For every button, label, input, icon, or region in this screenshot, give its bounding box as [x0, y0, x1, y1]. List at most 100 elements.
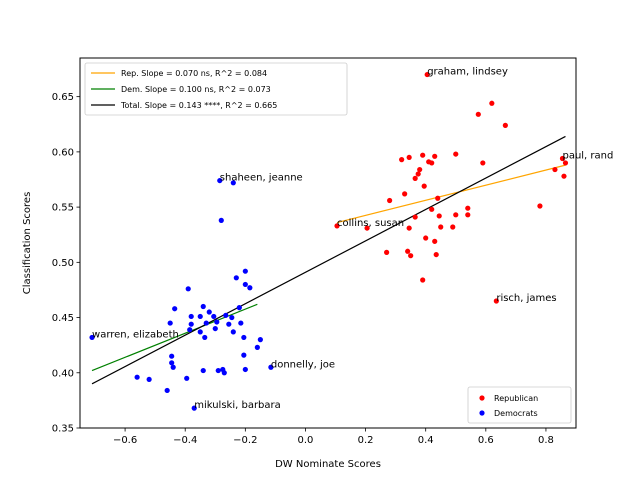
point-1-15: [223, 312, 229, 318]
point-0-39: [408, 253, 414, 259]
legend-series-swatch-1: [479, 410, 485, 416]
x-axis-ticks: −0.6 −0.4 −0.2 0.0 0.2 0.4 0.6 0.8: [113, 428, 554, 446]
annotation-7: mikulski, barbara: [194, 400, 281, 411]
point-0-25: [429, 206, 435, 212]
point-1-21: [226, 321, 232, 327]
point-1-30: [257, 337, 263, 343]
point-1-10: [206, 309, 212, 315]
point-0-8: [429, 160, 435, 166]
point-0-20: [562, 160, 569, 166]
point-1-43: [146, 376, 152, 383]
point-1-0: [217, 177, 223, 184]
annotation-3: collins, susan: [337, 218, 404, 229]
point-0-13: [415, 171, 421, 177]
point-0-34: [334, 223, 340, 229]
point-0-23: [537, 203, 543, 209]
point-1-44: [184, 375, 190, 381]
point-0-31: [450, 224, 456, 230]
fit-line-0: [336, 164, 566, 224]
x-tick-label-3: 0.0: [298, 435, 314, 446]
legend-line-label-2: Total. Slope = 0.143 ****, R^2 = 0.665: [120, 101, 277, 110]
point-1-18: [188, 321, 194, 327]
point-1-2: [218, 217, 224, 223]
legend-line-label-0: Rep. Slope = 0.070 ns, R^2 = 0.084: [121, 69, 267, 78]
point-1-19: [203, 320, 209, 326]
point-1-1: [230, 180, 236, 186]
point-0-0: [424, 71, 430, 78]
fit-line-2: [91, 135, 566, 385]
legend-fit-lines: Rep. Slope = 0.070 ns, R^2 = 0.084 Dem. S…: [84, 62, 348, 116]
point-1-13: [197, 313, 203, 320]
point-0-28: [465, 212, 471, 218]
point-0-30: [438, 224, 444, 230]
point-1-36: [200, 367, 206, 374]
point-0-1: [489, 100, 495, 106]
point-0-5: [432, 153, 438, 159]
plot-frame: [79, 57, 577, 429]
point-0-26: [436, 213, 442, 219]
point-0-42: [493, 298, 499, 304]
x-tick-label-1: −0.4: [173, 435, 197, 446]
point-1-41: [268, 364, 274, 370]
point-0-35: [423, 235, 429, 241]
point-0-41: [420, 277, 426, 283]
point-0-38: [405, 248, 411, 254]
plot-marks: [89, 71, 569, 411]
annotation-6: donnelly, joe: [271, 359, 335, 370]
y-tick-label-1: 0.40: [52, 368, 74, 379]
point-0-9: [399, 157, 405, 163]
x-tick-label-6: 0.6: [478, 435, 494, 446]
point-1-16: [229, 314, 235, 321]
annotation-2: shaheen, jeanne: [220, 173, 303, 184]
legend-series-box: [467, 386, 572, 424]
point-1-12: [188, 313, 194, 320]
point-1-45: [164, 387, 170, 394]
point-1-34: [169, 360, 175, 366]
y-tick-label-0: 0.35: [52, 424, 74, 435]
point-0-19: [559, 155, 566, 162]
point-1-35: [170, 364, 176, 370]
point-0-29: [412, 214, 418, 220]
point-1-40: [242, 366, 248, 373]
point-0-2: [475, 111, 481, 117]
point-0-16: [402, 191, 408, 197]
legend-lines-box: [84, 62, 348, 116]
point-0-11: [480, 160, 486, 166]
point-0-17: [435, 195, 441, 201]
point-1-25: [212, 325, 218, 332]
point-1-39: [221, 370, 227, 376]
annotation-5: warren, elizabeth: [92, 329, 179, 340]
point-1-24: [197, 329, 203, 335]
point-1-9: [200, 303, 206, 310]
point-1-28: [202, 334, 208, 341]
annotation-0: graham, lindsey: [427, 67, 508, 78]
point-0-24: [465, 205, 471, 211]
x-tick-label-4: 0.2: [358, 435, 374, 446]
point-0-27: [453, 212, 459, 218]
point-1-26: [230, 329, 236, 335]
point-1-29: [241, 334, 247, 341]
point-0-10: [406, 154, 412, 161]
point-0-21: [552, 166, 558, 173]
point-0-22: [561, 173, 567, 179]
point-0-40: [433, 251, 439, 258]
point-1-5: [242, 281, 248, 288]
annotation-1: paul, rand: [562, 151, 613, 162]
legend-series-swatch-0: [479, 395, 485, 401]
point-0-15: [421, 183, 427, 189]
point-1-32: [169, 353, 175, 359]
point-annotations: graham, lindsey paul, rand shaheen, jeanne…: [92, 67, 613, 412]
point-1-23: [187, 327, 193, 333]
y-tick-label-3: 0.50: [52, 258, 74, 269]
point-1-20: [214, 319, 220, 325]
x-tick-label-0: −0.6: [113, 435, 137, 446]
point-1-17: [167, 320, 173, 326]
legend-line-label-1: Dem. Slope = 0.100 ns, R^2 = 0.073: [121, 85, 271, 94]
point-1-22: [238, 320, 244, 326]
legend-series-label-1: Democrats: [494, 409, 538, 418]
point-1-31: [254, 344, 260, 350]
point-0-14: [412, 175, 418, 181]
point-1-11: [236, 305, 242, 311]
annotation-4: risch, james: [496, 293, 556, 304]
